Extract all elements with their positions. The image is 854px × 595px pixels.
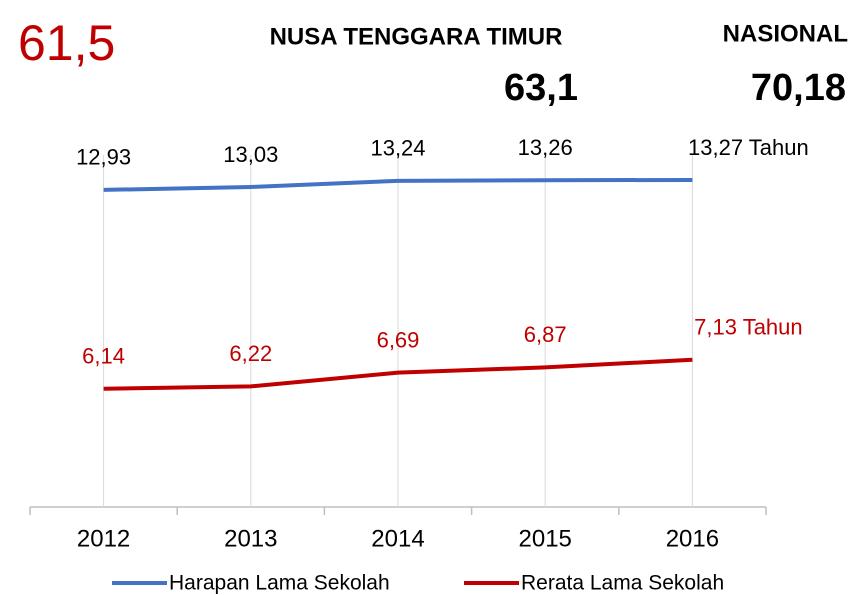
data-label: 6,22 [229,341,272,366]
data-label: 13,24 [370,136,425,161]
legend-label: Harapan Lama Sekolah [169,572,390,595]
x-tick-label: 2015 [519,525,572,552]
line [103,357,693,391]
x-tick-label: 2012 [77,525,130,552]
data-label: 13,03 [223,142,278,167]
annotation: NUSA TENGGARA TIMUR [270,23,563,50]
data-label: 6,87 [524,322,567,347]
x-tick-label: 2016 [666,525,719,552]
legend-label: Rerata Lama Sekolah [521,572,724,595]
annotation: 63,1 [504,67,578,109]
annotation: 70,18 [751,67,846,109]
annotation: NASIONAL [723,20,848,47]
data-label: 6,69 [377,327,420,352]
x-tick-label: 2013 [224,525,277,552]
data-label: 13,26 [518,135,573,160]
line [103,177,693,192]
data-label: 13,27 Tahun [688,135,809,160]
annotation: 61,5 [18,15,115,71]
x-tick-label: 2014 [371,525,424,552]
data-label: 12,93 [76,145,131,170]
data-label: 6,14 [82,344,125,369]
data-label: 7,13 Tahun [694,315,802,340]
